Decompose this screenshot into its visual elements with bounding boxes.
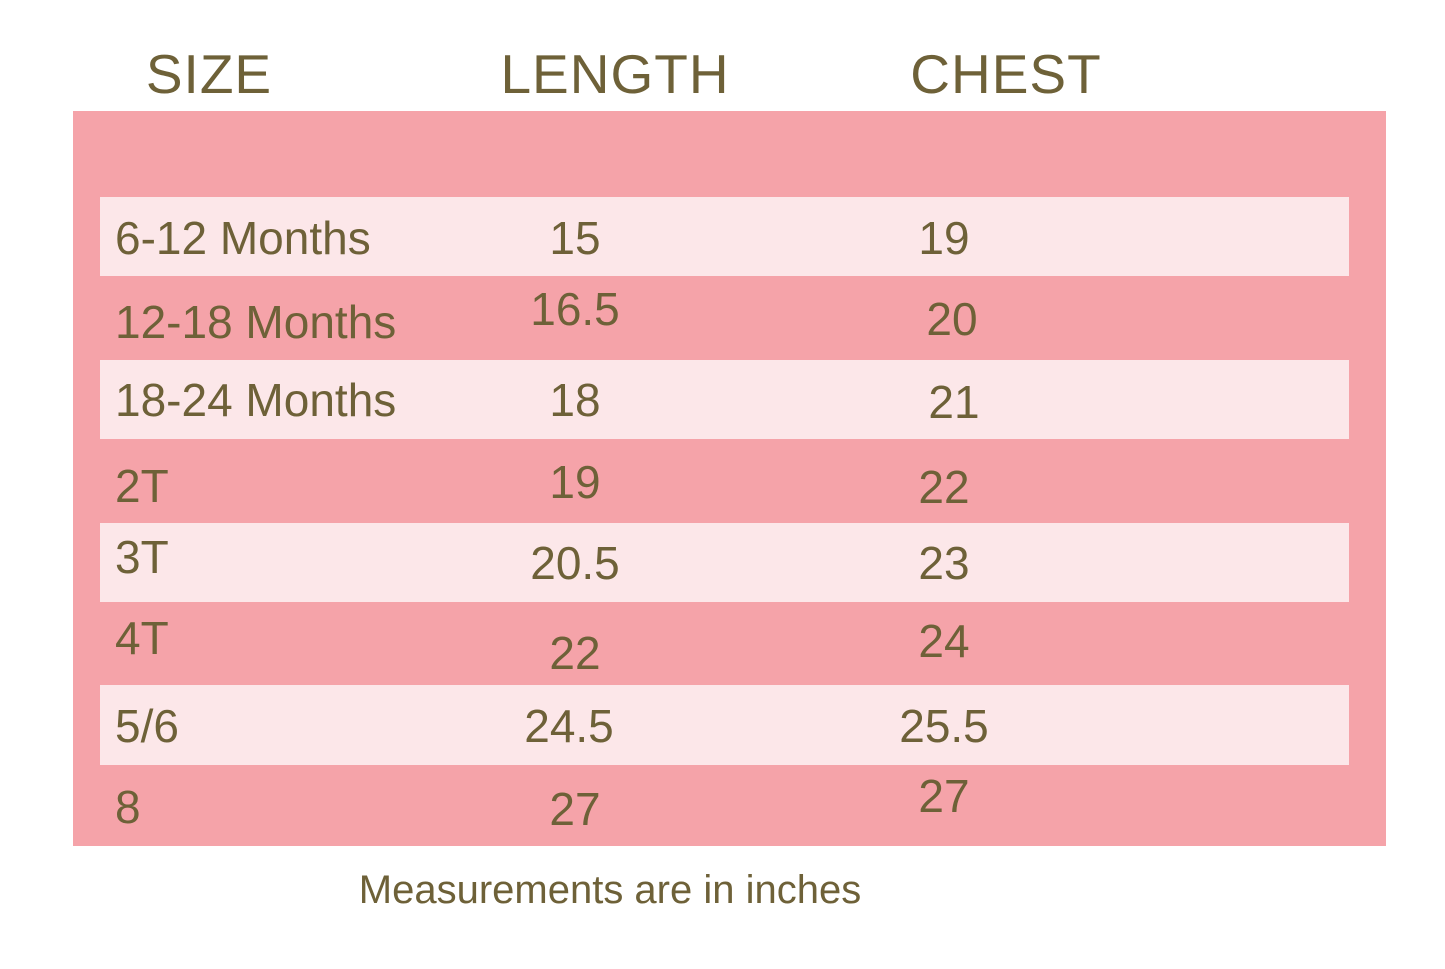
- table-row-2t: 2T 19 22: [73, 441, 1386, 522]
- length-cell: 20.5: [530, 537, 620, 590]
- length-cell: 19: [549, 455, 601, 508]
- table-row-6-12-months: 6-12 Months 15 19: [73, 197, 1386, 278]
- size-cell: 5/6: [115, 700, 179, 753]
- chest-cell: 23: [918, 537, 970, 590]
- table-row-18-24-months: 18-24 Months 18 21: [73, 359, 1386, 441]
- size-cell: 3T: [115, 531, 169, 584]
- chest-cell: 19: [918, 211, 970, 264]
- chest-cell: 20: [926, 293, 978, 346]
- size-cell: 12-18 Months: [115, 296, 397, 349]
- size-cell: 8: [115, 781, 141, 834]
- chest-cell: 21: [928, 376, 980, 429]
- chest-cell: 27: [918, 770, 970, 823]
- length-cell: 24.5: [524, 700, 614, 753]
- size-cell: 2T: [115, 459, 169, 512]
- length-cell: 22: [549, 626, 601, 679]
- table-row-8: 8 27 27: [73, 767, 1386, 848]
- table-row-3t: 3T 20.5 23: [73, 522, 1386, 604]
- length-cell: 16.5: [530, 283, 620, 336]
- table-body: 6-12 Months 15 19 12-18 Months 16.5 20 1…: [73, 197, 1386, 848]
- chest-cell: 24: [918, 614, 970, 667]
- chest-cell: 25.5: [899, 700, 989, 753]
- table-row-12-18-months: 12-18 Months 16.5 20: [73, 278, 1386, 359]
- measurement-units-note: Measurements are in inches: [358, 868, 862, 912]
- column-header-size: SIZE: [145, 43, 273, 105]
- table-row-4t: 4T 22 24: [73, 604, 1386, 685]
- column-header-length: LENGTH: [500, 43, 730, 105]
- length-cell: 18: [549, 374, 601, 427]
- column-header-chest: CHEST: [910, 43, 1102, 105]
- size-cell: 4T: [115, 611, 169, 664]
- table-row-5-6: 5/6 24.5 25.5: [73, 685, 1386, 766]
- length-cell: 27: [549, 783, 601, 836]
- size-cell: 6-12 Months: [115, 211, 371, 264]
- size-cell: 18-24 Months: [115, 374, 397, 427]
- chest-cell: 22: [918, 460, 970, 513]
- length-cell: 15: [549, 211, 601, 264]
- chart-panel: 6-12 Months 15 19 12-18 Months 16.5 20 1…: [73, 111, 1386, 846]
